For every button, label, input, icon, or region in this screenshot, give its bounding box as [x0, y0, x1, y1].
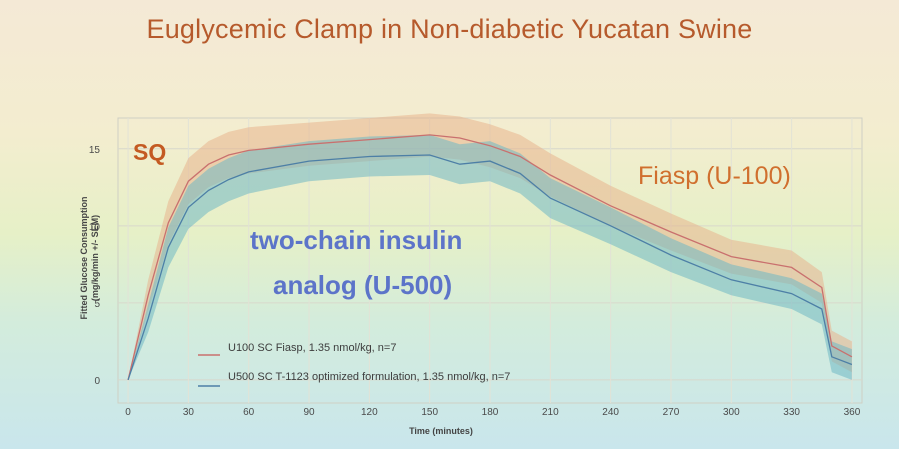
y-tick-label-0: 0 [94, 376, 100, 387]
fiasp-callout: Fiasp (U-100) [638, 162, 791, 190]
x-tick-label-150: 150 [421, 407, 438, 418]
tick-labels: 0 30 60 90 120 150 180 210 240 270 300 330 360 0 5 10 15 [89, 145, 861, 418]
x-axis-title: Time (minutes) [409, 426, 473, 436]
x-tick-label-330: 330 [783, 407, 800, 418]
x-tick-label-270: 270 [663, 407, 680, 418]
x-tick-label-120: 120 [361, 407, 378, 418]
series-line-fiasp [127, 134, 853, 381]
x-tick-label-90: 90 [303, 407, 315, 418]
y-axis-subtitle: (mg/kg/min +/- SEM) [90, 215, 100, 301]
series-lines [127, 134, 853, 381]
x-tick-label-360: 360 [844, 407, 861, 418]
x-tick-label-300: 300 [723, 407, 740, 418]
legend: U100 SC Fiasp, 1.35 nmol/kg, n=7 U500 SC… [198, 342, 510, 387]
x-tick-label-60: 60 [243, 407, 255, 418]
x-tick-label-30: 30 [183, 407, 195, 418]
x-tick-label-210: 210 [542, 407, 559, 418]
t1123-callout-line-1: two-chain insulin [250, 225, 462, 255]
legend-label-t1123: U500 SC T-1123 optimized formulation, 1.… [228, 371, 510, 383]
panel-label: SQ [133, 139, 166, 165]
t1123-callout-line-2: analog (U-500) [273, 270, 452, 300]
y-tick-label-10: 10 [89, 222, 101, 233]
series-line-t1123 [127, 154, 853, 381]
slide-title: Euglycemic Clamp in Non-diabetic Yucatan… [146, 14, 753, 44]
x-tick-label-0: 0 [125, 407, 131, 418]
sem-band-t1123 [128, 134, 852, 380]
y-tick-label-5: 5 [94, 299, 100, 310]
x-tick-label-180: 180 [482, 407, 499, 418]
x-tick-label-240: 240 [602, 407, 619, 418]
legend-label-fiasp: U100 SC Fiasp, 1.35 nmol/kg, n=7 [228, 342, 396, 354]
y-tick-label-15: 15 [89, 145, 101, 156]
y-axis-title: Fitted Glucose Consumption [79, 197, 89, 320]
